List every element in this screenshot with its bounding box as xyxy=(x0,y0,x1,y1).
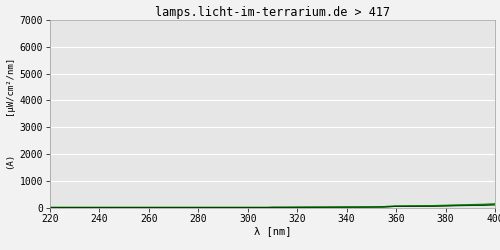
X-axis label: λ [nm]: λ [nm] xyxy=(254,226,291,236)
Text: (A): (A) xyxy=(6,152,15,169)
Text: [µW/cm²/nm]: [µW/cm²/nm] xyxy=(6,56,15,115)
Title: lamps.licht-im-terrarium.de > 417: lamps.licht-im-terrarium.de > 417 xyxy=(155,6,390,19)
